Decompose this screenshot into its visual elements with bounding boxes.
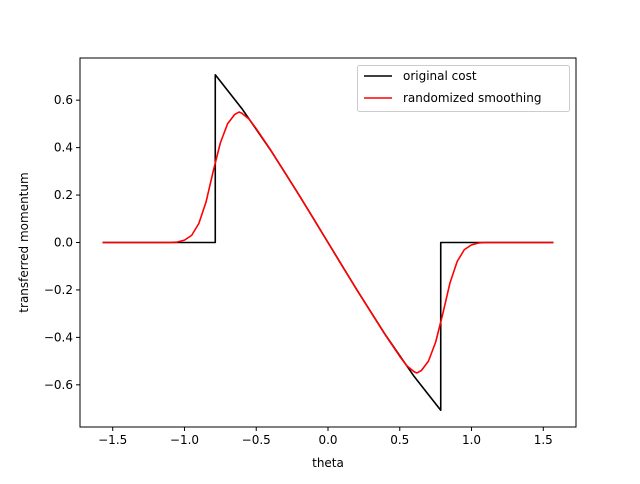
legend: original cost randomized smoothing <box>357 65 570 112</box>
legend-label-original-cost: original cost <box>403 69 477 83</box>
y-tick-label: 0.2 <box>54 188 73 202</box>
x-tick-label: 0.5 <box>390 433 409 447</box>
x-tick-label: −0.5 <box>242 433 271 447</box>
y-tick-label: −0.4 <box>44 330 73 344</box>
legend-label-randomized-smoothing: randomized smoothing <box>403 91 541 105</box>
y-axis: −0.6 −0.4 −0.2 0.0 0.2 0.4 0.6 <box>44 93 80 392</box>
x-tick-label: −1.0 <box>170 433 199 447</box>
x-tick-label: 1.0 <box>462 433 481 447</box>
y-tick-label: −0.2 <box>44 283 73 297</box>
y-tick-label: −0.6 <box>44 378 73 392</box>
x-axis-label: theta <box>312 456 344 470</box>
series-line-randomized-smoothing <box>102 111 554 374</box>
legend-box <box>357 65 570 112</box>
y-axis-label: transferred momentum <box>17 172 31 312</box>
x-tick-label: 0.0 <box>318 433 337 447</box>
x-tick-label: −1.5 <box>98 433 127 447</box>
y-tick-label: 0.4 <box>54 141 73 155</box>
y-tick-label: 0.0 <box>54 236 73 250</box>
x-tick-label: 1.5 <box>534 433 553 447</box>
y-tick-label: 0.6 <box>54 93 73 107</box>
x-axis: −1.5 −1.0 −0.5 0.0 0.5 1.0 1.5 <box>98 427 553 447</box>
series-layer <box>102 73 554 412</box>
